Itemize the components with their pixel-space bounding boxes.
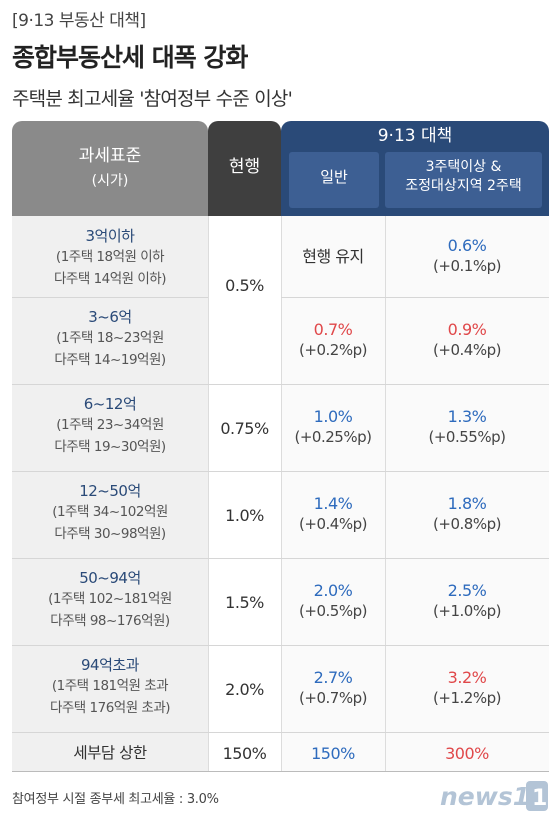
cap-row-label: 세부담 상한 [73,744,147,762]
general-rate: 1.0% [313,406,353,426]
row-divider [12,297,208,298]
tier-note: (1주택 102~181억원 [48,591,172,607]
news1-logo: news1 1 [440,781,548,811]
multi-rate: 3.2% [447,667,487,687]
tier-note: 다주택 176억원 초과) [49,700,171,716]
cap-row-general: 150% [311,744,355,763]
general-change: (+0.2%p) [299,340,367,359]
header-tax-base-sub: (시가) [91,173,129,189]
current-rate: 0.75% [220,418,269,438]
multi-change: (+0.8%p) [433,514,501,533]
general-rate: 2.0% [313,580,353,600]
general-change: (+0.5%p) [299,601,367,620]
row-divider [12,471,549,472]
header-general-bg [289,152,379,208]
multi-change: (+0.4%p) [433,340,501,359]
tier-label: 6~12억 [83,395,137,413]
current-column-bg [208,216,281,771]
current-rate: 1.0% [225,505,264,525]
general-rate: 2.7% [313,667,353,687]
column-divider [208,216,209,771]
tier-note: (1주택 34~102억원 [52,504,168,520]
multi-rate: 2.5% [447,580,487,600]
header-multi: 3주택이상 & 조정대상지역 2주택 [405,159,522,194]
tier-note: 다주택 30~98억원) [54,526,166,542]
header-tax-base-bg [12,121,208,216]
multi-change: (+1.0%p) [433,601,501,620]
current-rate: 1.5% [225,592,264,612]
news1-logo-mark [526,781,548,811]
tier-note: (1주택 18~23억원 [56,330,164,346]
row-divider [12,732,549,733]
multi-rate: 0.9% [447,319,487,339]
tier-label: 94억초과 [81,656,140,674]
general-rate: 현행 유지 [302,246,364,266]
tier-label: 3~6억 [88,308,132,326]
row-divider [12,645,549,646]
tier-note: 다주택 98~176억원) [50,613,170,629]
header-current: 현행 [228,157,261,177]
current-rate: 0.5% [225,276,264,295]
multi-rate: 1.8% [447,493,487,513]
row-divider [12,384,549,385]
tier-note: (1주택 23~34억원 [56,417,164,433]
tier-label: 50~94억 [79,569,141,587]
row-divider [281,297,549,298]
cap-row-current: 150% [222,744,267,763]
table-bottom-line [12,771,549,772]
general-rate: 1.4% [313,493,353,513]
multi-change: (+1.2%p) [433,688,501,707]
multi-change: (+0.1%p) [433,256,501,275]
tier-note: (1주택 18억원 이하 [55,249,165,265]
multi-rate: 0.6% [447,235,487,255]
category-tag: [9·13 부동산 대책] [12,11,146,31]
tier-note: 다주택 14~19억원) [54,352,166,368]
header-tax-base: 과세표준 [78,146,142,166]
multi-rate: 1.3% [447,406,487,426]
tier-note: (1주택 181억원 초과 [51,678,169,694]
tier-label: 12~50억 [79,482,141,500]
general-change: (+0.25%p) [294,427,372,446]
header-current-bg [208,121,281,216]
cap-row-multi: 300% [445,744,489,763]
multi-change: (+0.55%p) [428,427,506,446]
tax-base-column-bg [12,216,208,771]
footnote: 참여정부 시절 종부세 최고세율 : 3.0% [12,792,219,807]
current-rate: 2.0% [225,679,264,699]
column-divider [281,216,282,771]
svg-text:1: 1 [532,786,547,811]
tier-note: 다주택 14억원 이하) [54,271,166,287]
general-change: (+0.7%p) [299,688,367,707]
policy-column-bg [281,216,549,771]
column-divider [385,216,386,771]
header-multi-bg [385,152,542,208]
row-divider [12,558,549,559]
tier-label: 3억이하 [85,227,135,245]
news1-logo-text: news1 [440,782,530,811]
page-title: 종합부동산세 대폭 강화 [12,43,248,72]
tier-note: 다주택 19~30억원) [54,439,166,455]
page-subtitle: 주택분 최고세율 '참여정부 수준 이상' [12,88,293,110]
general-change: (+0.4%p) [299,514,367,533]
general-rate: 0.7% [313,319,353,339]
header-general: 일반 [320,168,348,186]
header-policy: 9·13 대책 [377,126,453,146]
